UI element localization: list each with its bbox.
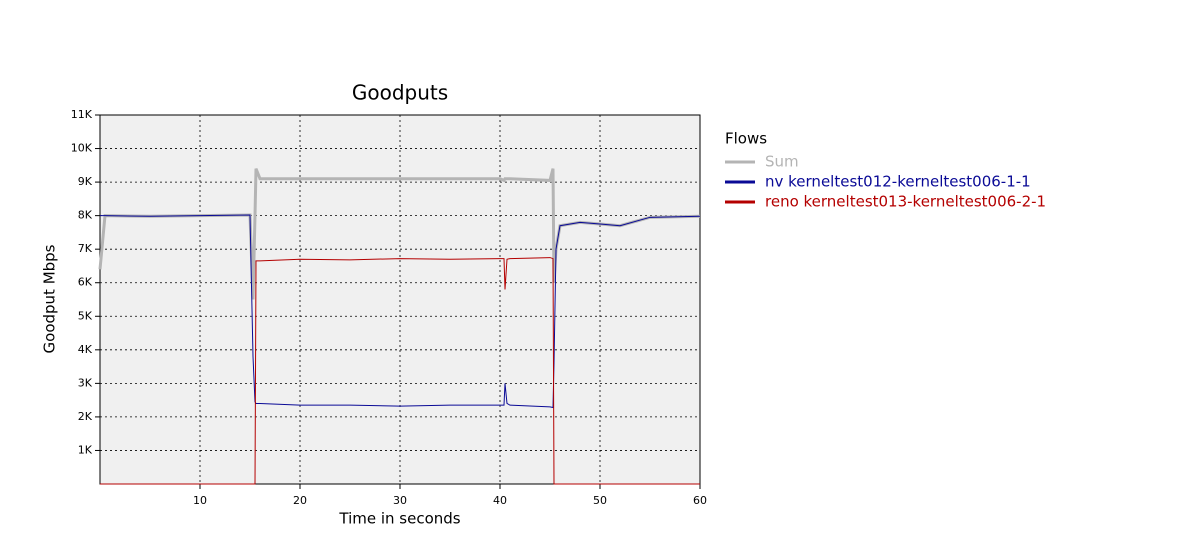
chart-title: Goodputs <box>352 81 448 105</box>
y-axis-label: Goodput Mbps <box>41 244 59 353</box>
legend-title: Flows <box>725 130 767 148</box>
legend-label: Sum <box>765 153 799 171</box>
y-tick-label: 6K <box>78 276 93 289</box>
y-tick-label: 11K <box>71 108 93 121</box>
x-tick-label: 10 <box>193 494 207 507</box>
series-line <box>100 257 700 485</box>
y-tick-label: 8K <box>78 209 93 222</box>
legend-label: nv kerneltest012-kerneltest006-1-1 <box>765 173 1031 191</box>
x-tick-label: 60 <box>693 494 707 507</box>
y-tick-label: 1K <box>78 443 93 456</box>
y-tick-label: 10K <box>71 142 93 155</box>
x-tick-label: 20 <box>293 494 307 507</box>
y-tick-label: 7K <box>78 242 93 255</box>
x-tick-label: 30 <box>393 494 407 507</box>
legend-label: reno kerneltest013-kerneltest006-2-1 <box>765 193 1046 211</box>
y-tick-label: 2K <box>78 410 93 423</box>
y-tick-label: 3K <box>78 376 93 389</box>
series-line <box>100 214 701 409</box>
y-tick-label: 9K <box>78 175 93 188</box>
y-tick-label: 4K <box>78 343 93 356</box>
x-axis-label: Time in seconds <box>338 510 460 528</box>
x-tick-label: 50 <box>593 494 607 507</box>
x-tick-label: 40 <box>493 494 507 507</box>
y-tick-label: 5K <box>78 309 93 322</box>
